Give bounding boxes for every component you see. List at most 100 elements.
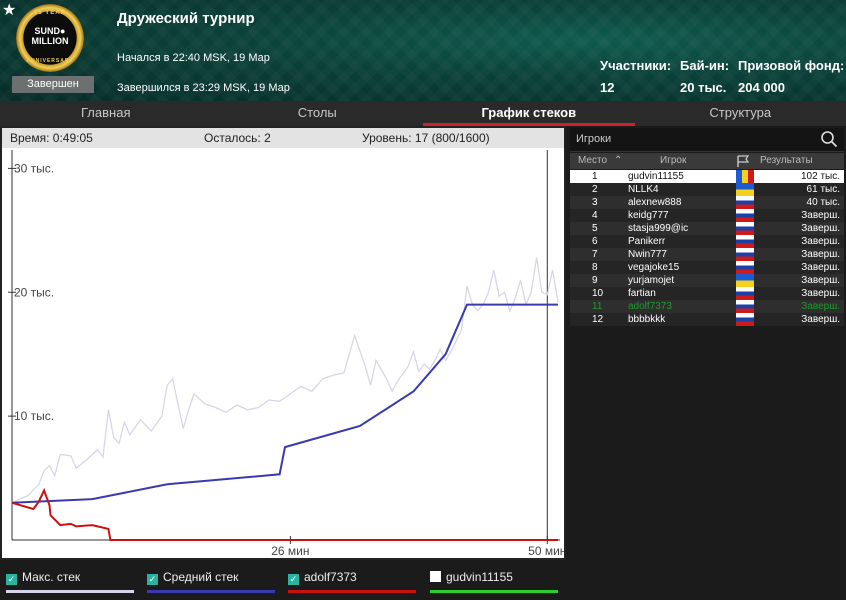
col-results[interactable]: Результаты bbox=[760, 155, 813, 166]
player-name: vegajoke15 bbox=[628, 262, 680, 273]
player-result: Заверш. bbox=[801, 314, 840, 325]
legend-line-gudvin11155 bbox=[430, 590, 558, 593]
player-place: 6 bbox=[592, 236, 598, 247]
x-tick-label: 26 мин bbox=[271, 544, 309, 558]
player-row[interactable]: 12 bbbbkkk Заверш. bbox=[570, 313, 844, 326]
player-name: NLLK4 bbox=[628, 184, 659, 195]
country-flag-icon bbox=[736, 300, 754, 313]
participants-label: Участники: bbox=[600, 58, 672, 73]
player-name: yurjamojet bbox=[628, 275, 675, 286]
tab-tables[interactable]: Столы bbox=[297, 105, 337, 120]
player-row[interactable]: 7 Nwin777 Заверш. bbox=[570, 248, 844, 261]
x-tick-label: 50 мин bbox=[528, 544, 564, 558]
legend-item-avg-stack[interactable]: ✓ Средний стек bbox=[147, 570, 239, 585]
country-flag-icon bbox=[736, 274, 754, 287]
checkbox-icon[interactable]: ✓ bbox=[288, 574, 299, 585]
players-search-label: Игроки bbox=[576, 133, 612, 145]
country-flag-icon bbox=[736, 313, 754, 326]
player-result: Заверш. bbox=[801, 288, 840, 299]
player-result: 40 тыс. bbox=[806, 197, 840, 208]
player-result: Заверш. bbox=[801, 301, 840, 312]
col-player[interactable]: Игрок bbox=[660, 155, 687, 166]
legend-line-adolf7373 bbox=[288, 590, 416, 593]
sort-arrow-icon[interactable]: ⌃ bbox=[614, 155, 623, 166]
player-place: 11 bbox=[592, 301, 603, 312]
player-name: fartian bbox=[628, 288, 656, 299]
player-result: 102 тыс. bbox=[800, 171, 840, 182]
checkbox-icon[interactable]: ✓ bbox=[147, 574, 158, 585]
player-result: Заверш. bbox=[801, 249, 840, 260]
player-place: 1 bbox=[592, 171, 598, 182]
player-place: 12 bbox=[592, 314, 604, 325]
player-place: 8 bbox=[592, 262, 598, 273]
player-name: Nwin777 bbox=[628, 249, 667, 260]
tab-structure[interactable]: Структура bbox=[709, 105, 772, 120]
player-row[interactable]: 11 adolf7373 Заверш. bbox=[570, 300, 844, 313]
player-place: 7 bbox=[592, 249, 598, 260]
country-flag-icon bbox=[736, 183, 754, 196]
player-row[interactable]: 3 alexnew888 40 тыс. bbox=[570, 196, 844, 209]
y-tick-label: 30 тыс. bbox=[14, 161, 54, 175]
country-flag-icon bbox=[736, 196, 754, 209]
country-flag-icon bbox=[736, 222, 754, 235]
search-icon[interactable] bbox=[820, 130, 838, 148]
player-row[interactable]: 9 yurjamojet Заверш. bbox=[570, 274, 844, 287]
players-table-header: Место ⌃ Игрок Результаты bbox=[570, 153, 844, 169]
country-flag-icon bbox=[736, 235, 754, 248]
series-adolf7373 bbox=[11, 487, 558, 541]
legend-line-max-stack bbox=[6, 590, 134, 593]
player-result: Заверш. bbox=[801, 262, 840, 273]
player-name: adolf7373 bbox=[628, 301, 672, 312]
sunday-million-logo: 15 YEAR SUND● MILLION ANNIVERSARY bbox=[16, 4, 84, 72]
legend-item-adolf7373[interactable]: ✓ adolf7373 bbox=[288, 570, 357, 585]
country-flag-icon bbox=[736, 209, 754, 222]
country-flag-icon bbox=[736, 261, 754, 274]
chart-legend: ✓ Макс. стек ✓ Средний стек ✓ adolf7373 gud… bbox=[0, 560, 846, 600]
blind-level: Уровень: 17 (800/1600) bbox=[362, 131, 490, 145]
tab-main[interactable]: Главная bbox=[81, 105, 131, 120]
tournament-title: Дружеский турнир bbox=[117, 10, 255, 27]
buyin-label: Бай-ин: bbox=[680, 58, 730, 73]
finish-time: Завершился в 23:29 MSK, 19 Мар bbox=[117, 82, 290, 94]
prize-pool-value: 204 000 bbox=[738, 80, 785, 95]
player-place: 2 bbox=[592, 184, 598, 195]
player-result: Заверш. bbox=[801, 236, 840, 247]
country-flag-icon bbox=[736, 170, 754, 183]
prize-pool-label: Призовой фонд: bbox=[738, 58, 845, 73]
legend-item-max-stack[interactable]: ✓ Макс. стек bbox=[6, 570, 81, 585]
checkbox-icon[interactable] bbox=[430, 571, 441, 582]
player-row[interactable]: 8 vegajoke15 Заверш. bbox=[570, 261, 844, 274]
y-tick-label: 20 тыс. bbox=[14, 285, 54, 299]
tab-stack-chart[interactable]: График стеков bbox=[423, 101, 635, 126]
series-max-stack bbox=[11, 257, 559, 504]
y-tick-label: 10 тыс. bbox=[14, 409, 54, 423]
col-place[interactable]: Место bbox=[578, 155, 608, 166]
country-flag-icon bbox=[736, 248, 754, 261]
legend-line-avg-stack bbox=[147, 590, 275, 593]
buyin-value: 20 тыс. bbox=[680, 80, 727, 95]
player-row[interactable]: 2 NLLK4 61 тыс. bbox=[570, 183, 844, 196]
participants-value: 12 bbox=[600, 80, 615, 95]
players-search[interactable]: Игроки bbox=[570, 128, 844, 152]
flag-column-icon bbox=[737, 155, 750, 167]
player-row[interactable]: 10 fartian Заверш. bbox=[570, 287, 844, 300]
player-result: Заверш. bbox=[801, 275, 840, 286]
player-row[interactable]: 5 stasja999@ic Заверш. bbox=[570, 222, 844, 235]
player-result: Заверш. bbox=[801, 210, 840, 221]
player-place: 3 bbox=[592, 197, 598, 208]
player-row[interactable]: 6 Panikerr Заверш. bbox=[570, 235, 844, 248]
stack-chart: 30 тыс. 20 тыс. 10 тыс. 26 мин 50 мин bbox=[2, 148, 564, 558]
stack-chart-panel: Время: 0:49:05 Осталось: 2 Уровень: 17 (… bbox=[0, 126, 566, 560]
checkbox-icon[interactable]: ✓ bbox=[6, 574, 17, 585]
player-name: gudvin11155 bbox=[628, 171, 684, 182]
tab-bar: Главная Столы График стеков Структура bbox=[0, 101, 846, 126]
legend-item-gudvin11155[interactable]: gudvin11155 bbox=[430, 570, 513, 584]
player-result: Заверш. bbox=[801, 223, 840, 234]
player-name: alexnew888 bbox=[628, 197, 682, 208]
player-row[interactable]: 1 gudvin11155 102 тыс. bbox=[570, 170, 844, 183]
player-row[interactable]: 4 keidg777 Заверш. bbox=[570, 209, 844, 222]
favorite-star-icon[interactable]: ★ bbox=[2, 2, 17, 19]
elapsed-time: Время: 0:49:05 bbox=[10, 131, 93, 145]
players-panel: Игроки Место ⌃ Игрок Результаты 1 gudvin1… bbox=[568, 126, 846, 560]
player-name: keidg777 bbox=[628, 210, 669, 221]
